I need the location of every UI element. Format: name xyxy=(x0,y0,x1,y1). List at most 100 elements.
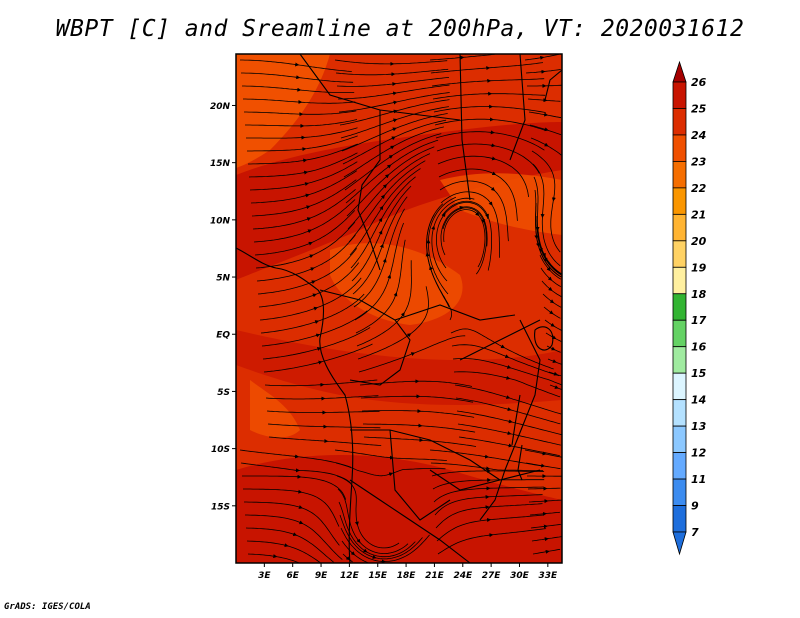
streamline-arrow xyxy=(551,346,556,351)
streamline-arrow xyxy=(313,306,318,311)
streamline-arrow xyxy=(554,385,559,389)
east-africa-coast xyxy=(479,69,562,521)
streamline-arrow xyxy=(504,354,510,359)
streamline-arrow xyxy=(500,344,506,349)
colorbar-segment xyxy=(672,213,687,242)
streamline-arrow xyxy=(553,371,559,376)
streamline-arrow xyxy=(314,320,320,324)
streamline-arrow xyxy=(508,419,513,424)
lake-tanganyika xyxy=(511,394,521,446)
streamline-arrow xyxy=(550,322,555,327)
streamline-arrow xyxy=(505,375,511,380)
lon-tick-label: 6E xyxy=(286,571,299,581)
lat-tick-label: EQ xyxy=(216,331,230,341)
streamline-arrow xyxy=(400,312,405,317)
streamline-arrow xyxy=(307,229,312,234)
colorbar-label: 23 xyxy=(691,155,707,168)
colorbar-label: 22 xyxy=(691,182,707,195)
colorbar-segment xyxy=(672,346,687,374)
streamline-arrow xyxy=(481,218,485,224)
streamline-arrow xyxy=(388,472,394,477)
colorbar-segment xyxy=(672,452,687,480)
streamline-arrow xyxy=(547,276,553,281)
streamline-arrow xyxy=(543,257,548,263)
streamline-arrow xyxy=(544,142,549,147)
streamline-arrow xyxy=(391,136,396,141)
streamline-arrow xyxy=(379,243,384,249)
colorbar-segment xyxy=(672,187,687,215)
colorbar-segment xyxy=(672,81,687,109)
lon-tick-label: 27E xyxy=(482,571,502,581)
colorbar-segment xyxy=(672,134,687,162)
streamline-arrow xyxy=(410,352,416,356)
lat-tick-label: 5N xyxy=(216,274,230,284)
streamline-arrow xyxy=(316,347,322,351)
lon-tick-label: 12E xyxy=(340,571,360,581)
colorbar-segment xyxy=(672,478,687,506)
streamline-arrow xyxy=(475,211,480,217)
warm-band-north xyxy=(236,122,562,280)
cool-patch-southwest xyxy=(250,380,300,438)
streamline-arrow xyxy=(350,551,356,556)
colorbar-label: 26 xyxy=(691,76,707,89)
lat-tick-label: 10S xyxy=(211,445,230,455)
colorbar-label: 7 xyxy=(691,526,699,539)
streamline-arrow xyxy=(309,254,314,259)
lat-tick-label: 15N xyxy=(210,159,231,169)
streamline-arrow xyxy=(372,555,377,559)
colorbar-label: 12 xyxy=(691,447,707,460)
colorbar-label: 9 xyxy=(691,500,699,513)
colorbar-label: 16 xyxy=(691,341,707,354)
colorbar-segment xyxy=(672,293,687,321)
lake-victoria xyxy=(534,326,554,351)
colorbar-bottom-arrow xyxy=(672,531,687,556)
coastlines-borders xyxy=(236,54,562,563)
streamline-arrow xyxy=(488,201,493,206)
lon-tick-label: 3E xyxy=(258,571,271,581)
streamline-arrow xyxy=(393,118,398,123)
streamline-arrow xyxy=(429,265,433,271)
colorbar-segment xyxy=(672,240,687,268)
lat-tick-label: 15S xyxy=(211,502,230,512)
map-frame xyxy=(235,53,563,564)
longitude-axis: 3E 6E 9E 12E 15E 18E 21E 24E 27E 30E 33E xyxy=(258,563,558,581)
streamline-arrow xyxy=(378,230,383,235)
streamline-arrow xyxy=(459,206,464,210)
streamline-arrow xyxy=(491,156,497,161)
grads-credit: GrADS: IGES/COLA xyxy=(4,602,91,612)
lat-tick-label: 20N xyxy=(210,102,231,112)
streamline-arrow xyxy=(552,359,557,363)
streamline-arrow xyxy=(507,431,512,436)
border-lines-south xyxy=(349,429,541,563)
colorbar-label: 25 xyxy=(691,102,707,115)
streamlines xyxy=(239,54,562,563)
colorbar: 26 25 24 23 22 21 20 19 18 17 16 15 14 13 12 11 9 7 xyxy=(672,60,707,556)
colorbar-segment xyxy=(672,372,687,401)
streamline-arrow xyxy=(549,299,555,304)
streamline-arrow xyxy=(441,212,446,218)
streamline-arrow xyxy=(311,280,316,285)
colorbar-label: 21 xyxy=(691,208,706,221)
streamline-arrow xyxy=(292,532,298,537)
streamline-arrow xyxy=(356,538,361,544)
border-lines-central xyxy=(319,289,541,386)
colorbar-label: 18 xyxy=(691,288,707,301)
colorbar-top-arrow xyxy=(672,60,687,83)
streamline-arrow xyxy=(393,100,398,105)
streamline-arrow xyxy=(306,205,311,210)
latitude-axis: 20N 15N 10N 5N EQ 5S 10S 15S xyxy=(210,102,236,512)
colorbar-segment xyxy=(672,161,687,189)
streamline-arrow xyxy=(315,333,321,338)
lake-malawi xyxy=(517,444,523,481)
streamline-arrow xyxy=(345,556,351,561)
lon-tick-label: 21E xyxy=(425,571,445,581)
lon-tick-label: 15E xyxy=(368,571,388,581)
streamline-arrow xyxy=(485,213,489,219)
colorbar-segment xyxy=(672,266,687,295)
streamline-arrow xyxy=(284,543,289,548)
streamline-arrow xyxy=(387,274,392,279)
colorbar-segment xyxy=(672,399,687,427)
streamline-arrow xyxy=(431,225,436,230)
streamline-arrow xyxy=(536,242,540,248)
colorbar-segment xyxy=(672,108,687,136)
